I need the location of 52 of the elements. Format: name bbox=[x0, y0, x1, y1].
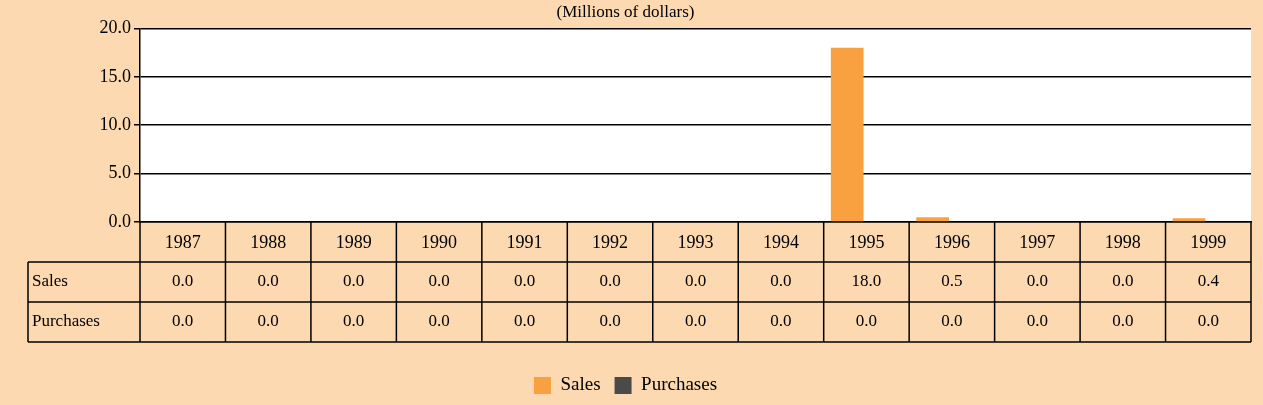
bar bbox=[830, 47, 864, 222]
x-tick-label: 1995 bbox=[848, 231, 885, 252]
data-label: 0.0 bbox=[1112, 311, 1134, 331]
data-label: 0.0 bbox=[1026, 311, 1048, 331]
data-label: 0.5 bbox=[941, 271, 963, 291]
data-label: 0.0 bbox=[1197, 311, 1219, 331]
y-tick-label: 0.0 bbox=[108, 210, 131, 231]
data-label: 0.0 bbox=[855, 311, 878, 331]
x-tick-label: 1993 bbox=[677, 231, 714, 252]
x-tick-label: 1989 bbox=[335, 231, 372, 252]
data-label: 0.0 bbox=[172, 271, 194, 291]
x-tick-label: 1998 bbox=[1104, 231, 1141, 252]
bar bbox=[916, 217, 949, 222]
chart-title: (Millions of dollars) bbox=[556, 1, 695, 21]
data-label: 0.0 bbox=[513, 271, 536, 291]
y-tick-label: 10.0 bbox=[99, 113, 131, 134]
data-label: 0.0 bbox=[599, 311, 621, 331]
y-tick-label: 15.0 bbox=[99, 65, 131, 86]
text: Purchases bbox=[32, 311, 100, 331]
data-label: 0.0 bbox=[257, 311, 279, 331]
data-label: 0.4 bbox=[1197, 271, 1220, 291]
x-tick-label: 1997 bbox=[1019, 231, 1056, 252]
data-label: 0.0 bbox=[343, 271, 365, 291]
x-tick-label: 1999 bbox=[1190, 231, 1227, 252]
x-tick-label: 1992 bbox=[592, 231, 629, 252]
data-label: 0.0 bbox=[428, 271, 450, 291]
data-label: 0.0 bbox=[599, 271, 621, 291]
data-label: 0.0 bbox=[684, 271, 707, 291]
x-tick-label: 1990 bbox=[421, 231, 458, 252]
data-label: 18.0 bbox=[851, 271, 882, 291]
x-tick-label: 1994 bbox=[762, 231, 799, 252]
y-tick-label: 20.0 bbox=[99, 17, 131, 38]
data-label: 0.0 bbox=[172, 311, 194, 331]
data-label: 0.0 bbox=[770, 311, 792, 331]
x-tick-label: 1987 bbox=[164, 231, 201, 252]
data-label: 0.0 bbox=[513, 311, 536, 331]
data-label: 0.0 bbox=[1112, 271, 1134, 291]
x-tick-label: 1988 bbox=[250, 231, 287, 252]
x-tick-label: 1991 bbox=[506, 231, 543, 252]
data-label: 0.0 bbox=[684, 311, 707, 331]
legend-label: Sales bbox=[560, 373, 601, 395]
data-label: 0.0 bbox=[257, 271, 279, 291]
y-tick-label: 5.0 bbox=[108, 162, 131, 183]
legend-label: Purchases bbox=[641, 373, 718, 395]
x-tick-label: 1996 bbox=[933, 231, 970, 252]
data-label: 0.0 bbox=[941, 311, 963, 331]
data-label: 0.0 bbox=[1026, 271, 1048, 291]
data-label: 0.0 bbox=[343, 311, 365, 331]
data-label: 0.0 bbox=[428, 311, 450, 331]
data-label: 0.0 bbox=[770, 271, 792, 291]
bar bbox=[1172, 218, 1206, 222]
text: Sales bbox=[32, 271, 68, 291]
